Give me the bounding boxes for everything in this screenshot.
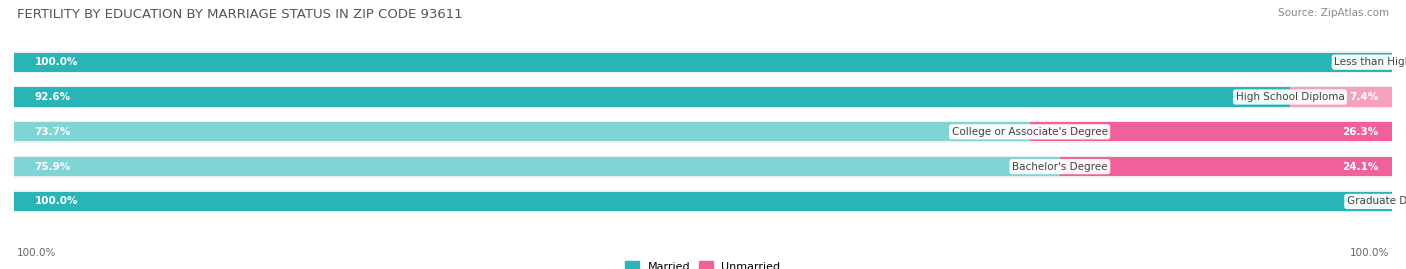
Bar [14, 87, 1289, 107]
Bar [14, 121, 1392, 143]
Text: 100.0%: 100.0% [35, 196, 79, 206]
Text: High School Diploma: High School Diploma [1236, 92, 1344, 102]
Bar [14, 53, 1392, 72]
Text: Source: ZipAtlas.com: Source: ZipAtlas.com [1278, 8, 1389, 18]
Text: Graduate Degree: Graduate Degree [1347, 196, 1406, 206]
Bar [14, 190, 1392, 213]
Bar [14, 156, 1392, 178]
Text: FERTILITY BY EDUCATION BY MARRIAGE STATUS IN ZIP CODE 93611: FERTILITY BY EDUCATION BY MARRIAGE STATU… [17, 8, 463, 21]
Bar [1289, 87, 1392, 107]
Text: Less than High School: Less than High School [1334, 57, 1406, 67]
Text: 100.0%: 100.0% [17, 248, 56, 258]
Bar [14, 51, 1392, 73]
Bar [1029, 122, 1392, 141]
Text: Bachelor's Degree: Bachelor's Degree [1012, 162, 1108, 172]
Text: 26.3%: 26.3% [1341, 127, 1378, 137]
Text: 100.0%: 100.0% [1350, 248, 1389, 258]
Text: 92.6%: 92.6% [35, 92, 70, 102]
Bar [1060, 157, 1392, 176]
Text: 75.9%: 75.9% [35, 162, 70, 172]
Text: 100.0%: 100.0% [35, 57, 79, 67]
Bar [14, 192, 1392, 211]
Bar [14, 157, 1060, 176]
Bar [14, 86, 1392, 108]
Bar [14, 122, 1029, 141]
Text: 7.4%: 7.4% [1348, 92, 1378, 102]
Text: 24.1%: 24.1% [1341, 162, 1378, 172]
Text: College or Associate's Degree: College or Associate's Degree [952, 127, 1108, 137]
Text: 73.7%: 73.7% [35, 127, 72, 137]
Legend: Married, Unmarried: Married, Unmarried [626, 261, 780, 269]
